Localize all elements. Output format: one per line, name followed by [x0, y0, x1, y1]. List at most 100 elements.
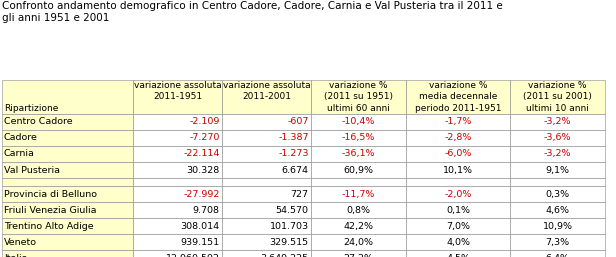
- Bar: [222, 130, 311, 146]
- Bar: [2, 250, 134, 257]
- Text: -10,4%: -10,4%: [342, 117, 375, 126]
- Text: media decennale: media decennale: [419, 92, 497, 101]
- Bar: [311, 114, 406, 130]
- Text: 101.703: 101.703: [269, 222, 309, 231]
- Text: 0,3%: 0,3%: [545, 190, 570, 199]
- Bar: [406, 130, 510, 146]
- Bar: [510, 114, 605, 130]
- Bar: [311, 250, 406, 257]
- Text: 7,3%: 7,3%: [545, 238, 570, 247]
- Bar: [222, 178, 311, 186]
- Bar: [222, 250, 311, 257]
- Bar: [406, 186, 510, 202]
- Text: Italia: Italia: [4, 254, 27, 257]
- Bar: [134, 218, 222, 234]
- Text: 727: 727: [291, 190, 309, 199]
- Text: ultimi 10 anni: ultimi 10 anni: [526, 104, 589, 113]
- Bar: [510, 162, 605, 178]
- Bar: [134, 234, 222, 250]
- Text: 30.328: 30.328: [187, 166, 220, 175]
- Bar: [406, 146, 510, 162]
- Bar: [2, 162, 134, 178]
- Bar: [134, 146, 222, 162]
- Bar: [311, 234, 406, 250]
- Text: 24,0%: 24,0%: [344, 238, 373, 247]
- Bar: [2, 130, 134, 146]
- Bar: [510, 234, 605, 250]
- Bar: [134, 80, 222, 114]
- Bar: [222, 162, 311, 178]
- Text: -2,0%: -2,0%: [444, 190, 472, 199]
- Bar: [406, 162, 510, 178]
- Text: (2011 su 1951): (2011 su 1951): [324, 92, 393, 101]
- Text: 27,2%: 27,2%: [344, 254, 373, 257]
- Bar: [2, 178, 134, 186]
- Text: 2011-1951: 2011-1951: [153, 92, 203, 101]
- Text: 329.515: 329.515: [269, 238, 309, 247]
- Text: Trentino Alto Adige: Trentino Alto Adige: [4, 222, 93, 231]
- Bar: [510, 250, 605, 257]
- Text: variazione %: variazione %: [529, 81, 587, 90]
- Text: Friuli Venezia Giulia: Friuli Venezia Giulia: [4, 206, 96, 215]
- Text: 54.570: 54.570: [275, 206, 309, 215]
- Bar: [510, 146, 605, 162]
- Bar: [2, 234, 134, 250]
- Bar: [311, 146, 406, 162]
- Text: -36,1%: -36,1%: [342, 149, 375, 159]
- Text: -1.387: -1.387: [278, 133, 309, 142]
- Bar: [222, 202, 311, 218]
- Text: 10,9%: 10,9%: [543, 222, 572, 231]
- Text: 6,4%: 6,4%: [546, 254, 570, 257]
- Bar: [311, 218, 406, 234]
- Bar: [311, 178, 406, 186]
- Text: 6.674: 6.674: [282, 166, 309, 175]
- Bar: [222, 234, 311, 250]
- Bar: [222, 146, 311, 162]
- Text: 0,8%: 0,8%: [347, 206, 370, 215]
- Text: -3,2%: -3,2%: [544, 149, 571, 159]
- Text: 4,0%: 4,0%: [446, 238, 470, 247]
- Text: variazione assoluta: variazione assoluta: [134, 81, 222, 90]
- Text: -16,5%: -16,5%: [342, 133, 375, 142]
- Bar: [2, 80, 134, 114]
- Text: Confronto andamento demografico in Centro Cadore, Cadore, Carnia e Val Pusteria : Confronto andamento demografico in Centr…: [2, 1, 503, 23]
- Bar: [510, 80, 605, 114]
- Bar: [311, 162, 406, 178]
- Text: -2.109: -2.109: [190, 117, 220, 126]
- Bar: [510, 218, 605, 234]
- Text: periodo 2011-1951: periodo 2011-1951: [415, 104, 501, 113]
- Text: -7.270: -7.270: [190, 133, 220, 142]
- Bar: [406, 250, 510, 257]
- Text: -6,0%: -6,0%: [444, 149, 472, 159]
- Text: 9.708: 9.708: [193, 206, 220, 215]
- Bar: [134, 130, 222, 146]
- Text: variazione %: variazione %: [330, 81, 387, 90]
- Text: -1.273: -1.273: [278, 149, 309, 159]
- Bar: [134, 202, 222, 218]
- Text: Centro Cadore: Centro Cadore: [4, 117, 72, 126]
- Bar: [2, 146, 134, 162]
- Bar: [311, 80, 406, 114]
- Text: -27.992: -27.992: [184, 190, 220, 199]
- Text: 0,1%: 0,1%: [446, 206, 470, 215]
- Text: 60,9%: 60,9%: [344, 166, 373, 175]
- Text: 10,1%: 10,1%: [443, 166, 473, 175]
- Bar: [406, 234, 510, 250]
- Bar: [311, 202, 406, 218]
- Bar: [222, 114, 311, 130]
- Bar: [134, 250, 222, 257]
- Text: Carnia: Carnia: [4, 149, 34, 159]
- Text: -607: -607: [287, 117, 309, 126]
- Bar: [510, 202, 605, 218]
- Text: 308.014: 308.014: [180, 222, 220, 231]
- Bar: [2, 186, 134, 202]
- Text: -3,6%: -3,6%: [544, 133, 571, 142]
- Text: ultimi 60 anni: ultimi 60 anni: [327, 104, 390, 113]
- Text: (2011 su 2001): (2011 su 2001): [523, 92, 592, 101]
- Bar: [2, 114, 134, 130]
- Text: 2011-2001: 2011-2001: [242, 92, 291, 101]
- Text: variazione assoluta: variazione assoluta: [223, 81, 310, 90]
- Text: 7,0%: 7,0%: [446, 222, 470, 231]
- Text: -2,8%: -2,8%: [444, 133, 472, 142]
- Bar: [510, 130, 605, 146]
